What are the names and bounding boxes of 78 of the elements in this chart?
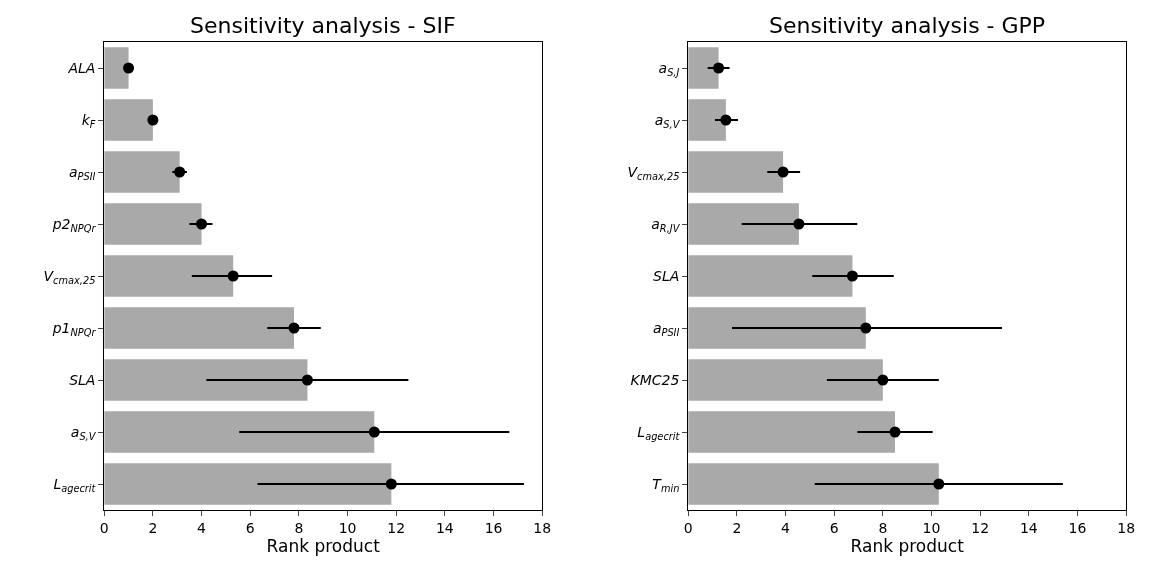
x-axis-title: Rank product — [850, 535, 965, 556]
x-tick-label: 2 — [732, 519, 742, 536]
point — [720, 114, 732, 126]
x-tick-label: 8 — [294, 519, 304, 536]
point — [368, 426, 380, 438]
bar — [688, 411, 895, 453]
bar — [688, 203, 799, 245]
bar — [688, 47, 719, 89]
bar — [688, 151, 784, 193]
x-tick-label: 18 — [533, 519, 552, 536]
x-tick-label: 10 — [922, 519, 941, 536]
point — [385, 478, 397, 490]
y-tick-label: p1$_{NPQr}$ — [51, 319, 97, 338]
y-tick-label: T$_{min}$ — [652, 475, 680, 494]
bar — [688, 255, 853, 297]
point — [147, 114, 159, 126]
bar — [104, 47, 129, 89]
bar — [104, 203, 202, 245]
point — [877, 374, 889, 386]
point — [933, 478, 945, 490]
x-tick-label: 14 — [435, 519, 454, 536]
bar — [104, 151, 180, 193]
y-tick-label: SLA — [653, 267, 680, 284]
x-tick-label: 16 — [484, 519, 503, 536]
y-tick-label: a$_{R,JV}$ — [651, 215, 681, 234]
x-tick-label: 6 — [829, 519, 839, 536]
x-tick-label: 12 — [387, 519, 406, 536]
x-tick-label: 8 — [878, 519, 888, 536]
bar — [688, 307, 866, 349]
x-tick-label: 4 — [197, 519, 207, 536]
point — [196, 218, 208, 230]
bar — [688, 99, 726, 141]
point — [777, 166, 789, 178]
bar — [688, 359, 883, 401]
y-tick-label: KMC25 — [630, 371, 680, 388]
x-tick-label: 0 — [99, 519, 109, 536]
x-tick-label: 2 — [148, 519, 158, 536]
chart-title: Sensitivity analysis - GPP — [769, 13, 1046, 38]
bar — [104, 463, 392, 505]
x-tick-label: 0 — [683, 519, 693, 536]
bar — [688, 463, 939, 505]
y-tick-label: p2$_{NPQr}$ — [51, 215, 97, 234]
y-tick-label: a$_{S,V}$ — [70, 423, 97, 442]
y-tick-label: a$_{PSII}$ — [652, 319, 680, 338]
bar — [104, 411, 375, 453]
y-tick-label: V$_{cmax,25}$ — [43, 267, 96, 286]
bar — [104, 99, 153, 141]
point — [713, 62, 725, 74]
point — [227, 270, 239, 282]
point — [288, 322, 300, 334]
point — [123, 62, 135, 74]
point — [860, 322, 872, 334]
y-tick-label: V$_{cmax,25}$ — [627, 163, 680, 182]
point — [301, 374, 313, 386]
point — [889, 426, 901, 438]
y-tick-label: a$_{S,V}$ — [654, 111, 681, 130]
bar — [104, 255, 234, 297]
x-tick-label: 14 — [1019, 519, 1038, 536]
y-tick-label: k$_{F}$ — [81, 111, 96, 130]
y-tick-label: L$_{agecrit}$ — [637, 423, 681, 442]
x-tick-label: 10 — [338, 519, 357, 536]
x-tick-label: 6 — [245, 519, 255, 536]
y-tick-label: a$_{PSII}$ — [68, 163, 96, 182]
point — [793, 218, 805, 230]
x-tick-label: 12 — [971, 519, 990, 536]
y-tick-label: SLA — [69, 371, 96, 388]
bar — [104, 307, 295, 349]
chart-title: Sensitivity analysis - SIF — [190, 13, 456, 38]
point — [846, 270, 858, 282]
x-axis-title: Rank product — [266, 535, 381, 556]
y-tick-label: a$_{S,J}$ — [658, 59, 680, 78]
x-tick-label: 18 — [1117, 519, 1136, 536]
x-tick-label: 16 — [1068, 519, 1087, 536]
y-tick-label: ALA — [67, 59, 96, 76]
x-tick-label: 4 — [781, 519, 791, 536]
y-tick-label: L$_{agecrit}$ — [53, 475, 97, 494]
point — [174, 166, 186, 178]
bar — [104, 359, 308, 401]
